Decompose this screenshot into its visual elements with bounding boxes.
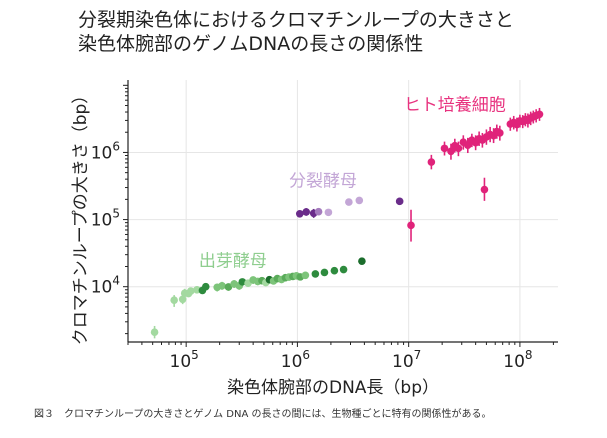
series-2	[407, 107, 544, 242]
data-point	[440, 144, 449, 153]
data-point	[407, 221, 415, 230]
data-point	[535, 110, 544, 119]
data-point	[170, 296, 178, 304]
data-point	[454, 144, 463, 153]
series-1	[295, 196, 404, 218]
x-tick-label: 106	[281, 348, 310, 372]
y-tick-label: 105	[91, 207, 120, 231]
data-point	[224, 283, 233, 291]
data-point	[339, 265, 348, 274]
data-point	[302, 208, 311, 216]
data-point	[480, 185, 489, 194]
x-tick-label: 105	[170, 348, 199, 372]
x-tick-label: 107	[392, 348, 421, 372]
chart-title: 分裂期染色体におけるクロマチンループの大きさと 染色体腕部のゲノムDNAの長さの…	[78, 8, 578, 56]
y-axis-label: クロマチンループの大きさ（bp）	[71, 87, 91, 346]
data-point	[301, 271, 310, 280]
data-point	[314, 207, 323, 216]
data-point	[320, 268, 329, 277]
y-tick-label: 106	[91, 139, 120, 163]
data-point	[447, 147, 455, 156]
x-tick-label: 108	[503, 348, 532, 372]
data-point	[330, 266, 339, 275]
data-point	[358, 257, 366, 265]
figure-number: 図３	[34, 409, 54, 420]
series-labels: 出芽酵母 分裂酵母 ヒト培養細胞	[199, 96, 506, 272]
figure-caption: 図３ クロマチンループの大きさとゲノム DNA の長さの間には、生物種ごとに特有の…	[34, 405, 491, 420]
data-point	[186, 287, 195, 295]
x-axis-label: 染色体腕部のDNA長（bp）	[227, 378, 439, 398]
data-point	[496, 129, 504, 137]
grid-lines	[128, 80, 558, 342]
chart-title-line-1: 分裂期染色体におけるクロマチンループの大きさと	[78, 9, 514, 31]
chart-title-line-2: 染色体腕部のゲノムDNAの長さの関係性	[78, 33, 424, 55]
data-point	[427, 158, 436, 166]
series-label-2: ヒト培養細胞	[404, 96, 506, 116]
data-point	[345, 198, 353, 206]
data-point	[150, 328, 159, 336]
caption-text: クロマチンループの大きさとゲノム DNA の長さの間には、生物種ごとに特有の関係…	[64, 409, 492, 420]
series-label-0: 出芽酵母	[199, 251, 267, 271]
axes: 105 106 107 108 104 105 106 染色体腕部のDNA長（bp） クロマチン…	[71, 80, 558, 398]
data-point	[311, 270, 320, 278]
data-point	[324, 208, 333, 217]
data-point	[218, 282, 226, 290]
data-point	[355, 196, 364, 205]
data-point	[395, 197, 404, 206]
data-point	[463, 141, 472, 150]
data-point	[201, 282, 210, 291]
series-0	[150, 257, 366, 339]
data-point	[295, 209, 304, 218]
data-point	[238, 278, 247, 286]
y-tick-label: 104	[91, 274, 120, 298]
series-label-1: 分裂酵母	[289, 172, 357, 192]
data-points	[150, 107, 544, 339]
scatter-chart: 105 106 107 108 104 105 106 染色体腕部のDNA長（bp） クロマチン…	[71, 80, 558, 398]
